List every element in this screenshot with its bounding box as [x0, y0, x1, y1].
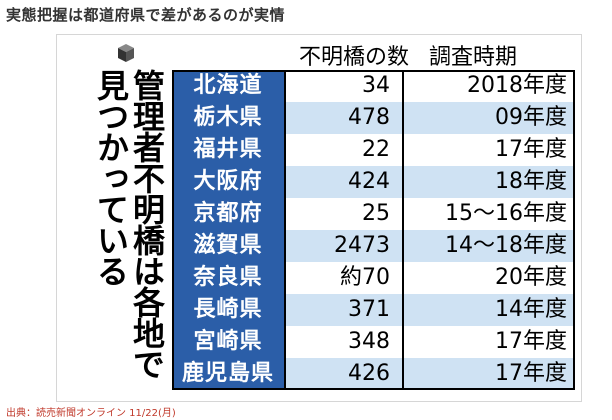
- source-link[interactable]: 出典：読売新聞オンライン 11/22(月): [6, 408, 176, 419]
- table-row: 大阪府 424 18年度: [172, 166, 575, 198]
- prefecture-cell: 鹿児島県: [172, 358, 284, 390]
- count-cell: 2473: [284, 230, 402, 262]
- prefecture-cell: 北海道: [172, 70, 284, 102]
- count-cell: 約70: [340, 265, 390, 290]
- column-header-count: 不明橋の数: [299, 45, 410, 70]
- count-cell: 424: [284, 166, 402, 198]
- period-cell: 17年度: [402, 358, 575, 390]
- table-row: 宮崎県 348 17年度: [172, 326, 575, 358]
- prefecture-cell: 宮崎県: [172, 326, 284, 358]
- prefecture-cell: 奈良県: [172, 262, 284, 294]
- prefecture-cell: 京都府: [172, 198, 284, 230]
- vertical-title-line1: 管理者不明橋は各地で: [128, 69, 166, 379]
- column-separator: [284, 70, 286, 390]
- table-row: 福井県 22 17年度: [172, 134, 575, 166]
- prefecture-cell: 長崎県: [172, 294, 284, 326]
- table-row: 栃木県 478 09年度: [172, 102, 575, 134]
- column-separator: [402, 70, 404, 390]
- headline: 実態把握は都道府県で差があるのが実情: [6, 6, 286, 24]
- prefecture-cell: 大阪府: [172, 166, 284, 198]
- count-cell: 34: [362, 73, 390, 98]
- cube-icon: [118, 44, 134, 62]
- table-row: 滋賀県 2473 14〜18年度: [172, 230, 575, 262]
- table-row: 長崎県 371 14年度: [172, 294, 575, 326]
- period-cell: 09年度: [402, 102, 575, 134]
- prefecture-cell: 福井県: [172, 134, 284, 166]
- table-row: 北海道 34 2018年度: [172, 70, 575, 102]
- count-cell: 478: [284, 102, 402, 134]
- period-cell: 14年度: [402, 294, 575, 326]
- table-row: 奈良県 約70 20年度: [172, 262, 575, 294]
- vertical-title-line2: 見つかっている: [92, 69, 130, 286]
- period-cell: 18年度: [402, 166, 575, 198]
- period-cell: 17年度: [495, 329, 567, 354]
- period-cell: 15〜16年度: [445, 201, 567, 226]
- period-cell: 2018年度: [467, 73, 567, 98]
- infographic-panel: 管理者不明橋は各地で 見つかっている 不明橋の数 調査時期 北海道 34 2018年…: [56, 34, 582, 402]
- column-header-period: 調査時期: [429, 45, 518, 70]
- count-cell: 426: [284, 358, 402, 390]
- count-cell: 348: [348, 329, 390, 354]
- table-row: 鹿児島県 426 17年度: [172, 358, 575, 390]
- period-cell: 14〜18年度: [402, 230, 575, 262]
- count-cell: 371: [284, 294, 402, 326]
- count-cell: 22: [362, 137, 390, 162]
- table-row: 京都府 25 15〜16年度: [172, 198, 575, 230]
- prefecture-cell: 滋賀県: [172, 230, 284, 262]
- prefecture-cell: 栃木県: [172, 102, 284, 134]
- count-cell: 25: [362, 201, 390, 226]
- period-cell: 17年度: [495, 137, 567, 162]
- period-cell: 20年度: [495, 265, 567, 290]
